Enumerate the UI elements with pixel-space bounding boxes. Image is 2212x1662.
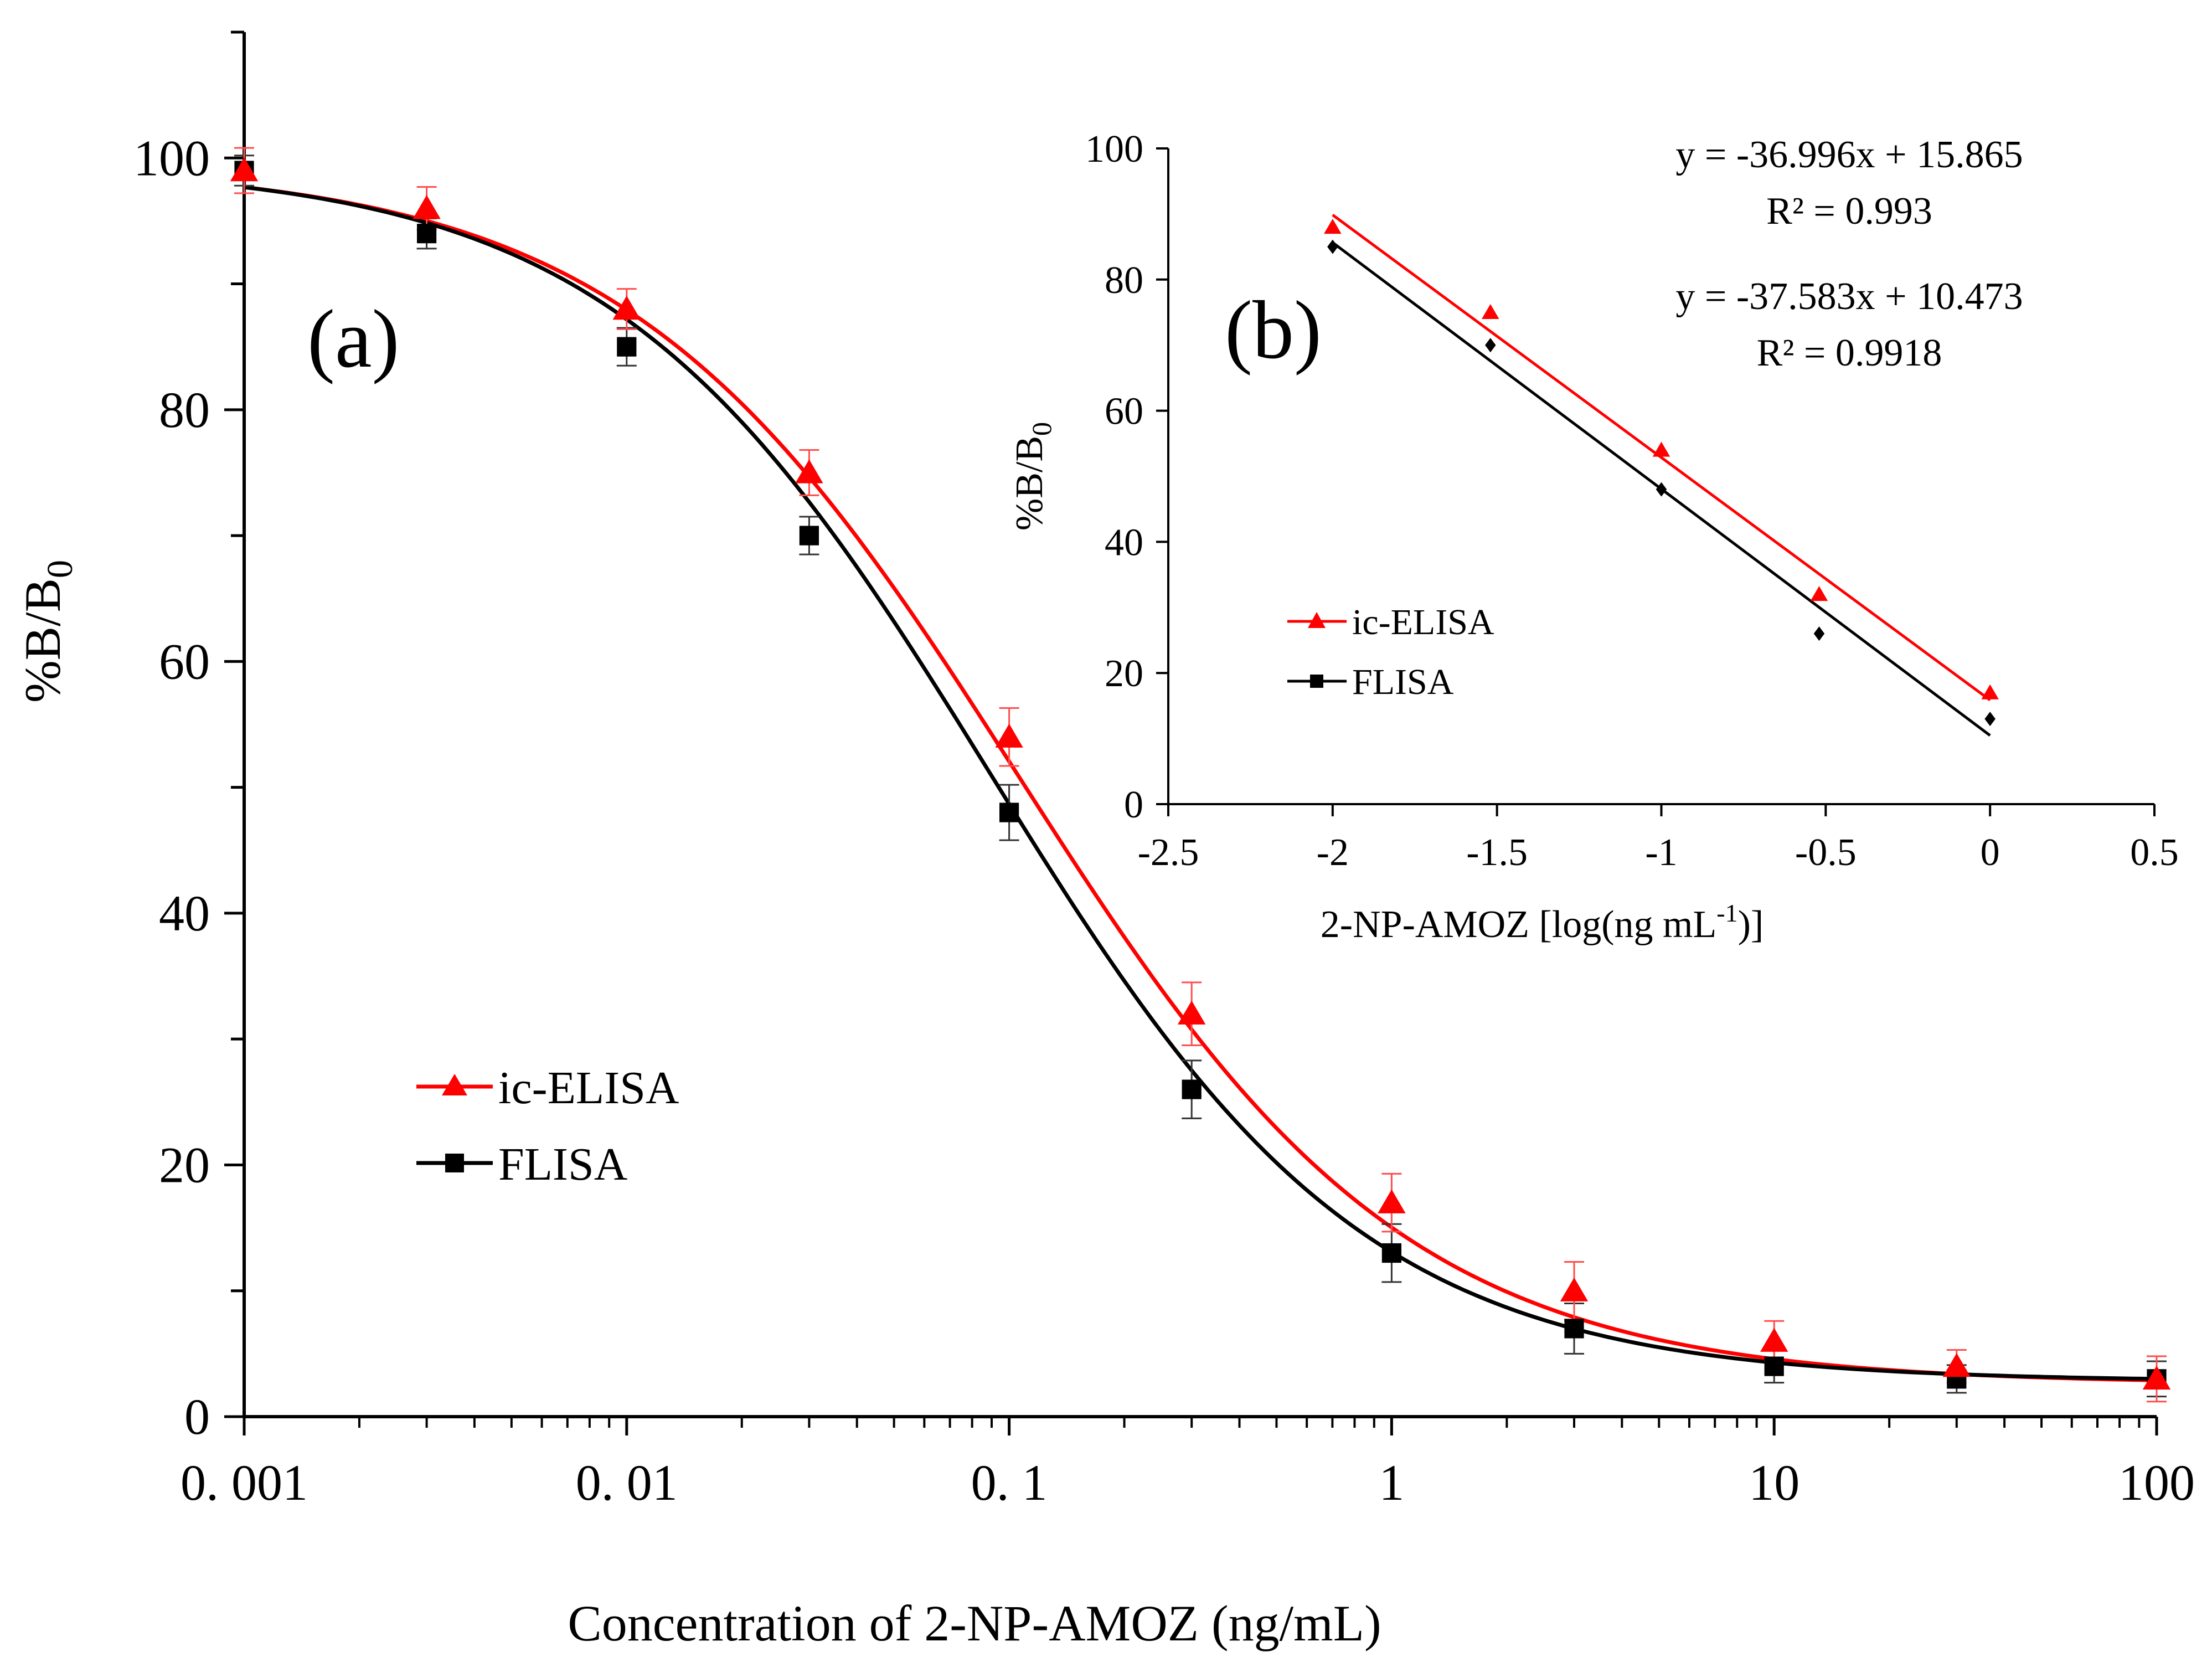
- panel-b-x-tick-label: -1.5: [1466, 831, 1528, 874]
- panel-b-y-tick-label: 40: [1105, 521, 1143, 564]
- legend-a-flisa-label: FLISA: [498, 1139, 628, 1190]
- panel-a-flisa-point: [999, 802, 1019, 822]
- panel-b-flisa-point: [1656, 482, 1667, 497]
- panel-a-ic-elisa-point: [1942, 1353, 1971, 1377]
- panel-a-flisa-point: [1182, 1079, 1202, 1099]
- panel-b-y-title-main: %B/B: [1008, 436, 1051, 531]
- panel-a-label: (a): [307, 293, 399, 385]
- panel-a-x-tick-label: 0. 01: [576, 1454, 678, 1511]
- panel-a-y-ticks: 0 20 40 60 80 100: [133, 30, 244, 1445]
- panel-b-y-tick-label: 60: [1105, 390, 1143, 433]
- panel-b-y-title-sub: 0: [1026, 422, 1057, 436]
- panel-a-flisa-point: [799, 526, 819, 546]
- panel-b-ic-elisa-trendline: [1332, 214, 1991, 702]
- legend-b-flisa-marker: [1310, 675, 1323, 688]
- panel-b-flisa-equation: y = -37.583x + 10.473: [1675, 275, 2023, 318]
- panel-b-y-tick-label: 100: [1085, 128, 1143, 171]
- panel-b-flisa-point: [1813, 626, 1825, 641]
- panel-a-ic-elisa-point: [612, 296, 641, 320]
- panel-a-y-tick-label: 60: [159, 633, 210, 690]
- panel-b-flisa-point: [1327, 239, 1338, 254]
- panel-b-x-title-sup: -1: [1716, 899, 1737, 927]
- panel-b-y-tick-label: 80: [1105, 259, 1143, 302]
- panel-a-flisa-point: [617, 337, 637, 357]
- panel-a-data-points: [230, 157, 2171, 1390]
- panel-b-data-points: [1324, 219, 1999, 727]
- panel-b-y-tick-label: 20: [1105, 652, 1143, 695]
- panel-b-ic-elisa-equation: y = -36.996x + 15.865: [1675, 133, 2023, 176]
- legend-b-ic-elisa-marker: [1308, 612, 1326, 628]
- panel-a-legend: ic-ELISA FLISA: [416, 1062, 679, 1190]
- panel-a-y-tick-label: 40: [159, 885, 210, 941]
- panel-b-x-tick-label: -2.5: [1138, 831, 1199, 874]
- panel-b-x-ticks: -2.5 -2 -1.5 -1 -0.5 0 0.5: [1138, 804, 2179, 874]
- panel-b-x-axis-title: 2-NP-AMOZ [log(ng mL-1)]: [1321, 899, 1764, 946]
- panel-a-flisa-point: [1764, 1356, 1784, 1376]
- panel-a-ic-elisa-fit-curve: [244, 185, 2157, 1382]
- panel-a-y-tick-label: 100: [133, 130, 210, 186]
- panel-b-label: (b): [1225, 284, 1322, 376]
- panel-b-ic-elisa-r2: R² = 0.993: [1766, 190, 1932, 233]
- panel-b-ic-elisa-point: [1810, 586, 1828, 601]
- panel-a-x-ticks: 0. 001 0. 01 0. 1 1 10 100: [181, 1417, 2195, 1511]
- panel-b-y-tick-label: 0: [1124, 784, 1143, 826]
- panel-b-flisa-r2: R² = 0.9918: [1757, 332, 1942, 374]
- panel-b-x-tick-label: 0.5: [2130, 831, 2179, 874]
- panel-a-x-tick-label: 0. 1: [971, 1454, 1048, 1511]
- panel-b-x-tick-label: -0.5: [1795, 831, 1857, 874]
- panel-a-x-tick-label: 0. 001: [181, 1454, 308, 1511]
- panel-b-legend: ic-ELISA FLISA: [1287, 602, 1494, 702]
- legend-b-flisa-label: FLISA: [1352, 662, 1454, 702]
- panel-a-ic-elisa-point: [795, 459, 823, 483]
- panel-a-x-tick-label: 100: [2118, 1454, 2195, 1511]
- panel-a-y-tick-label: 20: [159, 1136, 210, 1193]
- panel-b-x-title-end: )]: [1738, 903, 1764, 946]
- panel-a-y-title-sub: 0: [40, 560, 80, 578]
- panel-a-axes: [243, 32, 2157, 1418]
- panel-b-x-title-main: 2-NP-AMOZ [log(ng mL: [1321, 903, 1716, 946]
- panel-a-flisa-point: [416, 224, 437, 244]
- panel-a-ic-elisa-point: [1177, 1000, 1206, 1025]
- panel-b-ic-elisa-point: [1652, 441, 1670, 457]
- panel-a-x-tick-label: 10: [1749, 1454, 1799, 1511]
- panel-b-ic-elisa-point: [1981, 684, 1999, 699]
- legend-a-flisa-marker: [445, 1154, 464, 1172]
- panel-b-inset-chart: -2.5 -2 -1.5 -1 -0.5 0 0.5 0 20 40 60 80 100 (b) 2-…: [1008, 128, 2179, 946]
- panel-a-ic-elisa-point: [1378, 1189, 1406, 1213]
- panel-b-x-tick-label: -1: [1645, 831, 1677, 874]
- panel-a-y-tick-label: 0: [184, 1388, 210, 1445]
- panel-b-x-tick-label: -2: [1317, 831, 1349, 874]
- panel-b-y-axis-title: %B/B0: [1008, 422, 1057, 531]
- legend-a-ic-elisa-marker: [442, 1074, 467, 1095]
- panel-a-ic-elisa-point: [995, 723, 1023, 748]
- panel-b-ic-elisa-point: [1482, 304, 1499, 319]
- legend-b-ic-elisa-label: ic-ELISA: [1352, 602, 1494, 642]
- panel-b-x-tick-label: 0: [1981, 831, 2000, 874]
- panel-b-y-ticks: 0 20 40 60 80 100: [1085, 128, 1168, 826]
- panel-a-x-axis-title: Concentration of 2-NP-AMOZ (ng/mL): [568, 1595, 1381, 1651]
- panel-a-ic-elisa-point: [230, 157, 259, 182]
- panel-a-ic-elisa-point: [1760, 1327, 1788, 1352]
- panel-a-y-title-main: %B/B: [14, 578, 71, 703]
- panel-b-flisa-point: [1984, 712, 1996, 727]
- panel-b-ic-elisa-point: [1324, 219, 1342, 234]
- panel-a-ic-elisa-point: [413, 195, 441, 219]
- legend-a-ic-elisa-label: ic-ELISA: [498, 1062, 679, 1114]
- panel-a-x-tick-label: 1: [1379, 1454, 1404, 1511]
- panel-a-main-chart: 0. 001 0. 01 0. 1 1 10 100 0 20 40 60 80 100 (a) C…: [14, 30, 2195, 1651]
- panel-a-ic-elisa-point: [2142, 1365, 2171, 1390]
- panel-a-flisa-point: [1381, 1243, 1401, 1263]
- panel-a-y-axis-title: %B/B0: [14, 560, 80, 703]
- panel-a-flisa-point: [1564, 1319, 1584, 1339]
- panel-b-flisa-point: [1485, 338, 1496, 353]
- panel-a-y-tick-label: 80: [159, 382, 210, 438]
- panel-a-ic-elisa-point: [1560, 1277, 1589, 1301]
